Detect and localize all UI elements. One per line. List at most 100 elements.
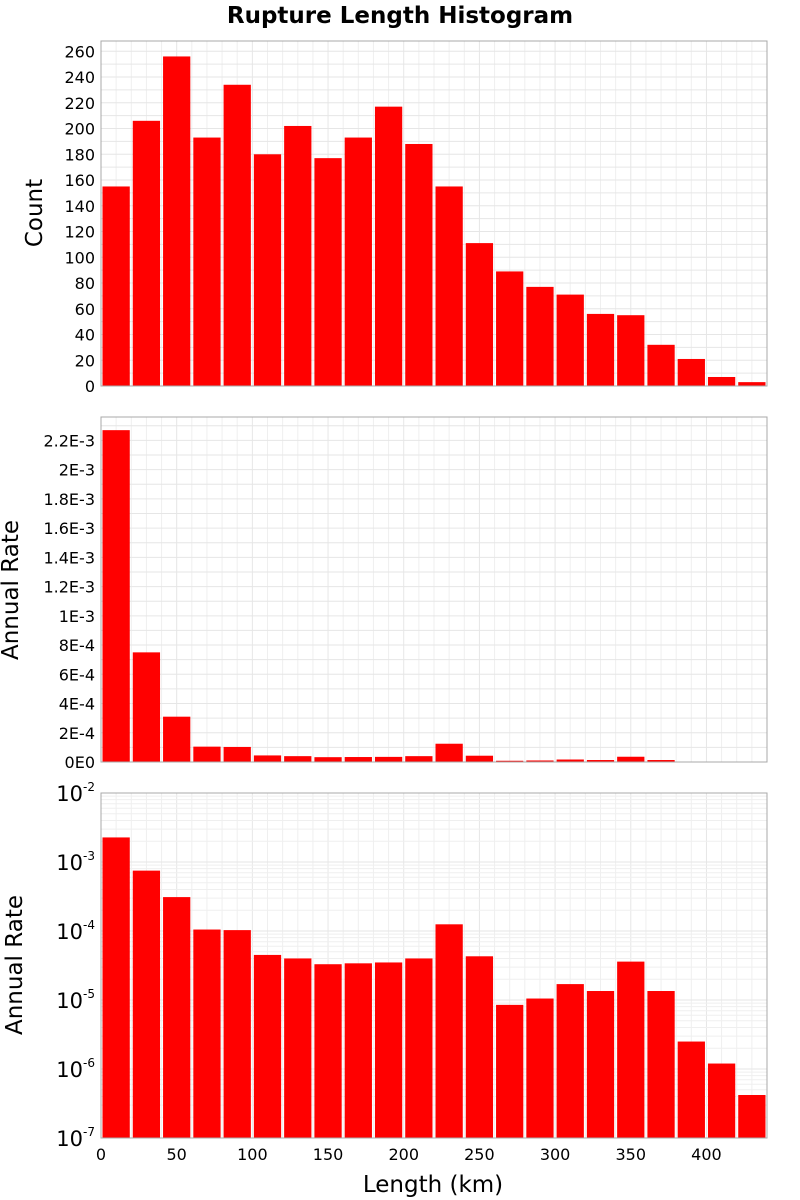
- histogram-bar: [405, 756, 433, 762]
- y-tick-label: 1.4E-3: [43, 548, 95, 567]
- histogram-bar: [314, 757, 342, 762]
- histogram-bar: [435, 186, 463, 386]
- y-tick-label: 6E-4: [59, 665, 95, 684]
- y-tick-label: 1.6E-3: [43, 519, 95, 538]
- histogram-bar: [496, 271, 524, 386]
- x-tick-label: 0: [96, 1145, 106, 1164]
- histogram-bar: [617, 315, 645, 386]
- histogram-bar: [253, 954, 282, 1138]
- y-tick-label: 220: [64, 94, 95, 113]
- histogram-bar: [738, 1094, 766, 1138]
- y-tick-label: 1E-3: [59, 607, 95, 626]
- histogram-bar: [102, 837, 130, 1138]
- histogram-bar: [344, 757, 372, 762]
- y-tick-label: 10-5: [56, 987, 95, 1013]
- x-tick-label: 200: [388, 1145, 419, 1164]
- y-tick-label: 60: [75, 300, 95, 319]
- histogram-bar: [132, 120, 161, 387]
- histogram-bar: [132, 870, 161, 1138]
- histogram-bar: [586, 760, 615, 762]
- count-histogram-panel: 0 20 40 60 80 100 120 140 160 180 200 220 240 260 Coun…: [22, 40, 768, 396]
- y-tick-label: 160: [64, 171, 95, 190]
- histogram-bar: [314, 964, 342, 1138]
- y-tick-label: 10-4: [56, 918, 95, 944]
- y-axis-label: Count: [22, 179, 48, 247]
- y-tick-label: 10-6: [56, 1056, 95, 1082]
- histogram-bar: [617, 756, 645, 762]
- y-tick-label: 80: [75, 274, 95, 293]
- histogram-bar: [465, 956, 494, 1138]
- histogram-bar: [465, 755, 494, 762]
- y-tick-label: 2E-4: [59, 724, 95, 743]
- y-tick-label: 0E0: [65, 753, 95, 772]
- annual-rate-linear-panel: 0E0 2E-4 4E-4 6E-4 8E-4 1E-3 1.2E-3 1.4E-3 1.6E-…: [0, 416, 768, 772]
- y-tick-labels: 10-7 10-6 10-5 10-4 10-3 10-2: [56, 780, 95, 1151]
- histogram-bar: [193, 746, 221, 762]
- y-tick-label: 0: [85, 377, 95, 396]
- y-tick-label: 2.2E-3: [43, 431, 95, 450]
- bars: [102, 56, 766, 387]
- histogram-bar: [163, 897, 191, 1138]
- histogram-bar: [647, 760, 675, 762]
- histogram-bar: [677, 1041, 705, 1138]
- y-tick-labels: 0 20 40 60 80 100 120 140 160 180 200 220 240 260: [64, 42, 95, 396]
- bars: [102, 430, 766, 762]
- histogram-bar: [193, 929, 221, 1138]
- y-axis-label: Annual Rate: [2, 895, 28, 1035]
- histogram-bar: [556, 294, 584, 386]
- histogram-bar: [223, 930, 251, 1138]
- histogram-bar: [707, 376, 736, 386]
- y-tick-label: 40: [75, 326, 95, 345]
- histogram-bar: [223, 746, 251, 762]
- histogram-bar: [586, 313, 615, 386]
- histogram-bar: [465, 243, 494, 386]
- annual-rate-log-panel: 10-7 10-6 10-5 10-4 10-3 10-2 Annual Rate 0 50 10…: [2, 780, 768, 1198]
- y-tick-label: 200: [64, 120, 95, 139]
- plot-frame: [100, 40, 768, 387]
- histogram-bar: [526, 760, 554, 762]
- histogram-bar: [284, 125, 312, 387]
- x-tick-label: 300: [540, 1145, 571, 1164]
- histogram-bar: [374, 106, 403, 386]
- histogram-bar: [435, 743, 463, 762]
- y-tick-label: 10-3: [56, 849, 95, 875]
- x-tick-label: 150: [313, 1145, 344, 1164]
- histogram-bar: [707, 1063, 736, 1138]
- histogram-bar: [163, 56, 191, 387]
- bars: [102, 837, 766, 1138]
- y-tick-label: 10-7: [56, 1125, 95, 1151]
- histogram-bar: [344, 137, 372, 386]
- histogram-bar: [526, 998, 554, 1138]
- x-tick-label: 250: [464, 1145, 495, 1164]
- histogram-bar: [284, 958, 312, 1138]
- y-tick-label: 140: [64, 197, 95, 216]
- histogram-bar: [132, 652, 161, 762]
- y-tick-label: 1.8E-3: [43, 490, 95, 509]
- histogram-bar: [586, 991, 615, 1138]
- histogram-bar: [374, 756, 403, 762]
- x-tick-labels: 0 50 100 150 200 250 300 350 400: [96, 1145, 722, 1164]
- histogram-bar: [163, 716, 191, 762]
- x-tick-label: 50: [167, 1145, 187, 1164]
- histogram-bar: [193, 137, 221, 386]
- histogram-bar: [405, 143, 433, 386]
- y-tick-label: 1.2E-3: [43, 578, 95, 597]
- y-tick-label: 20: [75, 351, 95, 370]
- histogram-bar: [102, 186, 130, 386]
- y-tick-label: 120: [64, 223, 95, 242]
- y-axis-label: Annual Rate: [0, 520, 24, 660]
- histogram-bar: [496, 1004, 524, 1138]
- histogram-bar: [435, 924, 463, 1138]
- plot-frame: [100, 792, 768, 1139]
- histogram-bar: [647, 991, 675, 1138]
- y-tick-label: 8E-4: [59, 636, 95, 655]
- histogram-bar: [405, 958, 433, 1138]
- x-tick-label: 400: [691, 1145, 722, 1164]
- x-axis-label: Length (km): [363, 1172, 503, 1198]
- histogram-bar: [284, 756, 312, 762]
- y-tick-label: 4E-4: [59, 695, 95, 714]
- histogram-bar: [647, 344, 675, 386]
- x-tick-label: 350: [615, 1145, 646, 1164]
- histogram-bar: [677, 358, 705, 386]
- y-tick-label: 260: [64, 42, 95, 61]
